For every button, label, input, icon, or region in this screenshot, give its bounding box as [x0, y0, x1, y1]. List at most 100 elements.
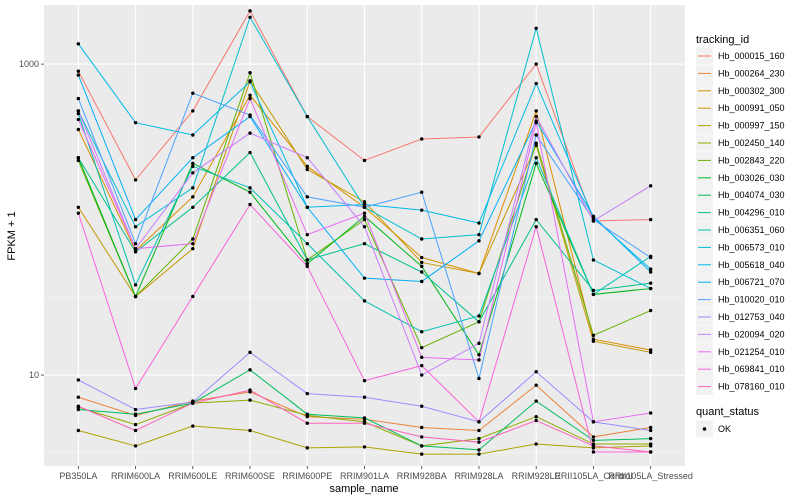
x-tick-label: RRIM901LA [340, 471, 389, 481]
data-point [591, 444, 596, 448]
legend-item: Hb_000991_050 [696, 99, 785, 117]
data-point [362, 241, 367, 246]
data-point [76, 156, 81, 160]
legend-label: Hb_002450_140 [718, 138, 785, 148]
y-tick-label: 10 [29, 370, 39, 380]
data-point [420, 373, 424, 377]
x-tick-label: RRII105LA_Control [554, 471, 632, 481]
data-point [534, 26, 538, 30]
data-point [648, 217, 653, 222]
legend-item: Hb_006721_070 [696, 273, 785, 291]
data-point [133, 224, 138, 229]
data-point [248, 350, 252, 355]
data-point [191, 205, 195, 209]
x-tick-label: RRII105LA_Stressed [608, 471, 693, 481]
data-point [648, 411, 653, 415]
data-point [648, 348, 653, 352]
data-point [477, 353, 481, 357]
data-point [534, 418, 538, 423]
data-point [305, 195, 309, 199]
data-point [305, 164, 309, 169]
data-point [420, 452, 424, 456]
legend-item: Hb_000015_160 [696, 47, 785, 65]
legend-label: Hb_020094_020 [718, 329, 785, 339]
data-point [248, 368, 252, 372]
legend-item: Hb_002450_140 [696, 134, 785, 152]
data-point [362, 395, 367, 399]
x-tick-label: RRIM600LA [111, 471, 160, 481]
data-point [591, 420, 596, 424]
data-point [477, 314, 481, 318]
legend-label: Hb_021254_010 [718, 347, 785, 357]
x-tick-label: RRIM928LA [454, 471, 503, 481]
legend-item: Hb_004296_010 [696, 204, 785, 222]
data-point [76, 404, 81, 408]
data-point [591, 435, 596, 439]
data-point [305, 421, 309, 425]
data-point [76, 111, 81, 116]
data-point [477, 358, 481, 362]
series-points-Hb_078160_010 [76, 388, 653, 454]
legend-label: Hb_000302_300 [718, 86, 785, 96]
legend-label: Hb_012753_040 [718, 312, 785, 322]
data-point [76, 205, 81, 209]
data-point [477, 452, 481, 456]
data-point [648, 308, 653, 313]
data-point [477, 448, 481, 452]
status-key-point [702, 427, 707, 431]
legend-label: Hb_004074_030 [718, 190, 785, 200]
data-point [191, 294, 195, 299]
data-point [191, 156, 195, 160]
data-point [477, 440, 481, 444]
data-point [305, 114, 309, 119]
data-point [534, 141, 538, 145]
data-point [248, 9, 252, 13]
legend-label: Hb_004296_010 [718, 208, 785, 218]
data-point [191, 133, 195, 137]
data-point [477, 221, 481, 225]
data-point [477, 341, 481, 346]
data-point [534, 383, 538, 387]
data-point [133, 444, 138, 448]
data-point [420, 255, 424, 260]
data-point [648, 350, 653, 355]
data-point [534, 109, 538, 113]
data-point [191, 186, 195, 190]
data-point [648, 442, 653, 446]
data-point [248, 186, 252, 190]
data-point [362, 200, 367, 204]
data-point [133, 386, 138, 391]
legend-label: Hb_006351_060 [718, 225, 785, 235]
data-point [362, 378, 367, 383]
data-point [648, 281, 653, 285]
legend-label: Hb_000991_050 [718, 103, 785, 113]
data-point [362, 211, 367, 215]
data-point [191, 171, 195, 175]
data-point [305, 232, 309, 237]
data-point [76, 378, 81, 382]
legend-item: Hb_006573_010 [696, 238, 785, 256]
data-point [362, 224, 367, 229]
data-point [133, 120, 138, 125]
data-point [477, 420, 481, 424]
data-point [591, 450, 596, 454]
x-tick-label: RRIM928BA [397, 471, 447, 481]
data-point [477, 232, 481, 237]
data-point [648, 428, 653, 433]
legend-item: Hb_021254_010 [696, 343, 785, 361]
data-point [305, 264, 309, 269]
status-legend-label: OK [718, 424, 731, 434]
data-point [591, 214, 596, 218]
data-point [591, 292, 596, 297]
x-tick-label: RRIM600SE [225, 471, 275, 481]
data-point [534, 442, 538, 446]
data-point [477, 239, 481, 243]
y-tick-label: 1000 [19, 59, 39, 69]
data-point [648, 267, 653, 271]
data-point [420, 345, 424, 350]
data-point [420, 190, 424, 194]
data-point [76, 109, 81, 113]
legend-item: Hb_000997_150 [696, 117, 785, 135]
data-point [248, 113, 252, 117]
data-point [534, 62, 538, 66]
